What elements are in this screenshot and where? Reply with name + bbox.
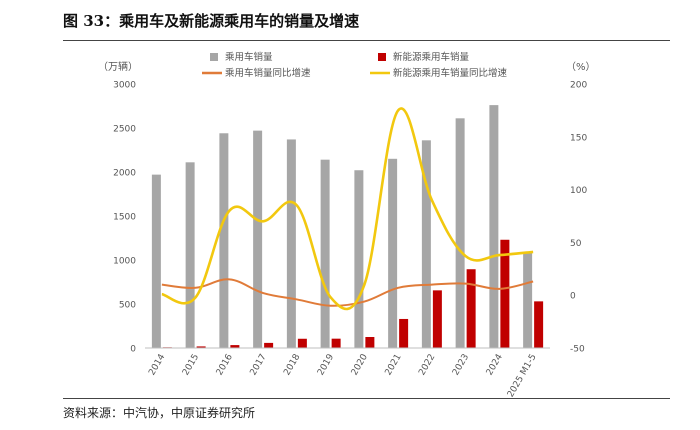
x-tick-label: 2025 M1-5 [506,353,539,400]
x-tick-label: 2014 [147,352,167,377]
bar-5-passenger-sales [286,139,296,348]
legend-label: 新能源乘用车销量同比增速 [393,67,508,79]
bar-9-nev-sales [432,290,442,348]
source-note: 资料来源：中汽协，中原证券研究所 [63,406,256,420]
left-tick-label: 1500 [113,213,136,223]
bar-8-passenger-sales [388,158,398,348]
bar-4-passenger-sales [253,130,263,348]
bar-8-nev-sales [399,318,409,348]
bar-12-nev-sales [534,301,544,348]
x-tick-label: 2018 [282,352,302,377]
legend-label: 乘用车销量同比增速 [225,67,311,79]
bar-7-passenger-sales [354,170,364,348]
x-tick-label: 2023 [451,353,471,378]
bar-7-nev-sales [365,337,375,348]
legend-swatch [378,53,386,61]
x-tick-label: 2020 [350,352,370,377]
x-tick-label: 2017 [249,353,269,378]
bar-6-passenger-sales [320,159,330,348]
x-tick-label: 2015 [181,353,201,378]
left-tick-label: 1000 [113,257,136,267]
right-tick-label: 150 [570,133,587,143]
left-axis-unit: （万辆） [98,60,138,73]
line-passenger-growth [161,278,534,307]
left-tick-label: 2500 [113,125,136,135]
bar-6-nev-sales [331,338,341,348]
right-tick-label: 0 [570,292,576,302]
bar-11-nev-sales [500,239,510,348]
left-tick-label: 2000 [113,169,136,179]
bar-3-nev-sales [230,345,240,348]
bar-12-passenger-sales [523,252,533,348]
bar-2-nev-sales [196,346,206,348]
legend-swatch [210,53,218,61]
bar-1-passenger-sales [151,174,161,348]
left-tick-label: 3000 [113,81,136,91]
x-tick-label: 2021 [384,353,404,378]
right-axis-unit: （%） [566,61,596,73]
bar-10-passenger-sales [455,118,465,348]
right-tick-label: 200 [570,81,587,91]
source-divider [63,398,670,399]
left-tick-label: 0 [130,345,136,355]
chart-title: 图 33：乘用车及新能源乘用车的销量及增速 [63,12,360,30]
bar-2-passenger-sales [185,162,195,348]
bar-9-passenger-sales [421,140,431,348]
x-tick-label: 2022 [417,353,437,378]
x-tick-label: 2019 [316,352,336,377]
right-tick-label: 50 [570,239,582,249]
bar-3-passenger-sales [219,133,229,348]
x-tick-label: 2016 [215,352,235,377]
line-nev-growth [161,107,534,311]
bar-5-nev-sales [297,338,307,348]
right-tick-label: 100 [570,186,587,196]
bar-4-nev-sales [264,342,274,348]
bar-10-nev-sales [466,269,476,348]
x-tick-label: 2024 [485,352,505,377]
right-tick-label: -50 [570,345,585,355]
legend-label: 新能源乘用车销量 [393,51,470,63]
legend-label: 乘用车销量 [225,51,273,63]
bar-11-passenger-sales [489,105,499,349]
title-divider [63,40,670,41]
left-tick-label: 500 [119,301,136,311]
